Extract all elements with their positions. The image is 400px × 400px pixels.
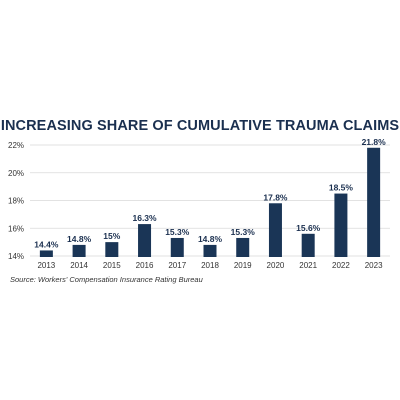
value-label-2020: 17.8% — [263, 192, 288, 202]
value-label-2014: 14.8% — [67, 234, 92, 244]
bar-2020 — [268, 203, 282, 257]
x-tick-label-2016: 2016 — [136, 261, 154, 270]
value-label-2015: 15% — [103, 231, 120, 241]
bar-2019 — [236, 237, 250, 257]
bar-2014 — [72, 244, 86, 257]
y-tick-label: 18% — [8, 197, 24, 206]
chart-source: Source: Workers' Compensation Insurance … — [10, 275, 203, 284]
x-tick-label-2013: 2013 — [37, 261, 55, 270]
bar-2015 — [105, 242, 119, 257]
value-label-2021: 15.6% — [296, 223, 321, 233]
x-tick-label-2020: 2020 — [267, 261, 285, 270]
value-label-2023: 21.8% — [362, 137, 387, 147]
y-axis-ticks: 14% 16% 18% 20% 22% — [8, 141, 24, 261]
x-tick-label-2021: 2021 — [299, 261, 317, 270]
x-tick-label-2022: 2022 — [332, 261, 350, 270]
bar-2013 — [39, 250, 53, 257]
bar-2017 — [170, 237, 184, 257]
bars — [39, 147, 381, 257]
value-label-2018: 14.8% — [198, 234, 223, 244]
value-labels: 14.4% 14.8% 15% 16.3% 15.3% 14.8% 15.3% 17.8% 15… — [34, 137, 386, 250]
value-label-2016: 16.3% — [132, 213, 157, 223]
bar-2016 — [138, 224, 152, 257]
bar-2023 — [367, 147, 381, 257]
x-tick-label-2019: 2019 — [234, 261, 252, 270]
x-tick-label-2017: 2017 — [168, 261, 186, 270]
x-axis-ticks: 2013 2014 2015 2016 2017 2018 2019 2020 2021 2022… — [37, 261, 383, 270]
bar-2018 — [203, 244, 217, 257]
y-tick-label: 14% — [8, 252, 24, 261]
value-label-2019: 15.3% — [231, 227, 256, 237]
y-tick-label: 22% — [8, 141, 24, 150]
y-tick-label: 16% — [8, 224, 24, 233]
x-tick-label-2015: 2015 — [103, 261, 121, 270]
y-tick-label: 20% — [8, 169, 24, 178]
x-tick-label-2018: 2018 — [201, 261, 219, 270]
value-label-2017: 15.3% — [165, 227, 190, 237]
x-tick-label-2014: 2014 — [70, 261, 88, 270]
bar-2021 — [301, 233, 315, 257]
bar-2022 — [334, 193, 348, 257]
x-tick-label-2023: 2023 — [365, 261, 383, 270]
value-label-2013: 14.4% — [34, 239, 59, 249]
value-label-2022: 18.5% — [329, 183, 354, 193]
chart-title: INCREASING SHARE OF CUMULATIVE TRAUMA CL… — [0, 118, 400, 134]
